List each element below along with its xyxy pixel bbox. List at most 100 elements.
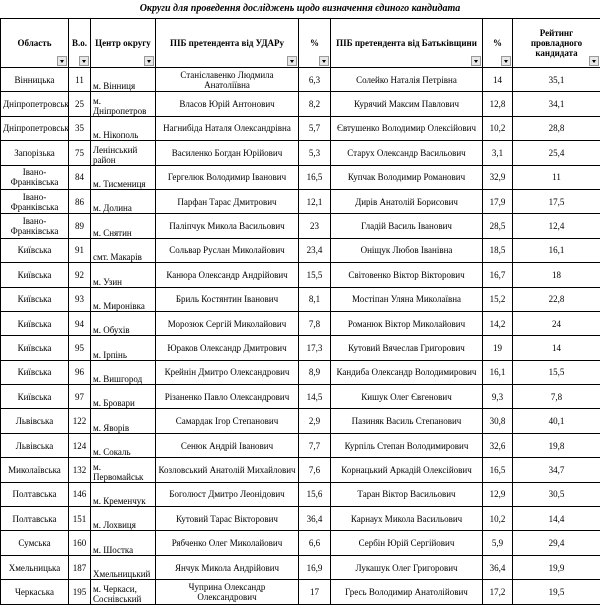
table-row: Сумська 160 м. Шостка Рябченко Олег Миколай… (0, 530, 600, 556)
filter-button[interactable] (287, 56, 297, 66)
filter-button[interactable] (471, 56, 481, 66)
table-row: Дніпропетровська 25 м. Дніпропетров Власов … (0, 91, 600, 117)
table-cell: 12,1 (298, 188, 331, 215)
table-cell: Київська (0, 237, 69, 264)
table-cell: м. Вінниця (90, 66, 156, 93)
table-cell: 40,1 (512, 408, 600, 434)
table-cell: м. Узин (90, 262, 156, 288)
table-cell: 16,9 (298, 554, 331, 581)
filter-button[interactable] (79, 56, 89, 66)
table-cell: 3,1 (482, 140, 513, 166)
column-header: % (482, 18, 513, 68)
table-cell: 34,7 (512, 457, 600, 483)
table-row: Київська 91 смт. Макарів Сольвар Руслан Мик… (0, 237, 600, 264)
table-cell: Дніпропетровська (0, 115, 69, 142)
filter-button[interactable] (501, 56, 511, 66)
table-cell: м. Дніпропетров (90, 91, 156, 117)
table-cell: 14 (512, 335, 600, 361)
filter-button[interactable] (319, 56, 329, 66)
table-cell: 146 (68, 481, 91, 508)
table-cell: Чуприна Олександр Олександрович (155, 579, 299, 605)
table-cell: Станіславенко Людмила Анатоліївна (155, 66, 299, 93)
table-cell: 10,2 (482, 506, 513, 532)
table-cell: Вінницька (0, 66, 69, 93)
table-cell: м. Миронівка (90, 286, 156, 312)
table-cell: 25,4 (512, 140, 600, 166)
table-cell: 160 (68, 530, 91, 556)
table-cell: Хмельницька (0, 554, 69, 581)
table-cell: 30,5 (512, 481, 600, 508)
table-cell: Курячий Максим Павлович (330, 91, 483, 117)
table-cell: Світовенко Віктор Вікторович (330, 262, 483, 288)
table-cell: Гресь Володимир Анатолійович (330, 579, 483, 605)
table-cell: Сербін Юрій Сергійович (330, 530, 483, 556)
table-cell: Різаненко Павло Олександрович (155, 384, 299, 410)
header-row: Область В.о. Центр округу ПІБ претендента в… (0, 18, 600, 68)
table-cell: Кутовий Тарас Вікторович (155, 506, 299, 532)
table-cell: м. Снятин (90, 213, 156, 239)
table-row: Полтавська 151 м. Лохвиця Кутовий Тарас Вік… (0, 506, 600, 532)
table-cell: Київська (0, 262, 69, 288)
table-cell: 23,4 (298, 237, 331, 264)
header-text: Рейтинг провладного кандидата (530, 28, 583, 58)
table-cell: 24 (512, 310, 600, 337)
table-cell: м. Сокаль (90, 432, 156, 459)
table-cell: Київська (0, 286, 69, 312)
table-cell: 16,1 (512, 237, 600, 264)
column-header: В.о. (68, 18, 91, 68)
header-text: % (310, 38, 319, 48)
table-cell: 132 (68, 457, 91, 483)
table-cell: Гладій Василь Іванович (330, 213, 483, 239)
table-cell: Таран Віктор Васильович (330, 481, 483, 508)
table-cell: 32,6 (482, 432, 513, 459)
data-table: Область В.о. Центр округу ПІБ претендента в… (0, 18, 600, 605)
table-row: Івано-Франківська 84 м. Тисмениця Гергелюк … (0, 164, 600, 190)
table-cell: 12,4 (512, 213, 600, 239)
table-cell: Козловський Анатолій Михайлович (155, 457, 299, 483)
table-cell: Парфан Тарас Дмитрович (155, 188, 299, 215)
table-cell: 28,5 (482, 213, 513, 239)
table-cell: 122 (68, 408, 91, 434)
filter-button[interactable] (57, 56, 67, 66)
table-cell: 8,9 (298, 359, 331, 386)
table-cell: 5,7 (298, 115, 331, 142)
table-cell: 15,6 (298, 481, 331, 508)
table-body: Вінницька 11 м. Вінниця Станіславенко Людми… (0, 66, 600, 605)
table-cell: 151 (68, 506, 91, 532)
table-cell: Карнаух Микола Васильович (330, 506, 483, 532)
table-cell: 17,3 (298, 335, 331, 361)
table-cell: 95 (68, 335, 91, 361)
table-cell: 97 (68, 384, 91, 410)
filter-button[interactable] (589, 56, 599, 66)
table-cell: 36,4 (482, 554, 513, 581)
table-cell: м. Тисмениця (90, 164, 156, 190)
table-cell: Черкаська (0, 579, 69, 605)
table-cell: Івано-Франківська (0, 213, 69, 239)
table-row: Вінницька 11 м. Вінниця Станіславенко Людми… (0, 66, 600, 93)
column-header: Рейтинг провладного кандидата (512, 18, 600, 68)
table-cell: Солейко Наталія Петрівна (330, 66, 483, 93)
table-row: Львівська 124 м. Сокаль Сенюк Андрій Іванов… (0, 432, 600, 459)
table-cell: Канюра Олександр Андрійович (155, 262, 299, 288)
table-cell: Паліпчук Микола Васильович (155, 213, 299, 239)
table-cell: 16,7 (482, 262, 513, 288)
table-cell: м. Вишгород (90, 359, 156, 386)
table-cell: Київська (0, 359, 69, 386)
table-cell: м. Бровари (90, 384, 156, 410)
table-cell: 9,3 (482, 384, 513, 410)
table-cell: 16,1 (482, 359, 513, 386)
header-text: В.о. (71, 38, 87, 48)
title: Округи для проведення досліджень щодо ви… (139, 3, 461, 14)
table-cell: Сольвар Руслан Миколайович (155, 237, 299, 264)
filter-button[interactable] (144, 56, 154, 66)
table-cell: 15,5 (512, 359, 600, 386)
table-cell: 18 (512, 262, 600, 288)
table-cell: 30,8 (482, 408, 513, 434)
table-cell: м. Кременчук (90, 481, 156, 508)
header-text: ПІБ претендента від Батьківщини (336, 38, 477, 48)
table-row: Дніпропетровська 35 м. Нікополь Нагнибіда Н… (0, 115, 600, 142)
table-cell: 12,9 (482, 481, 513, 508)
table-cell: Дніпропетровська (0, 91, 69, 117)
table-cell: 5,9 (482, 530, 513, 556)
table-cell: м. Обухів (90, 310, 156, 337)
